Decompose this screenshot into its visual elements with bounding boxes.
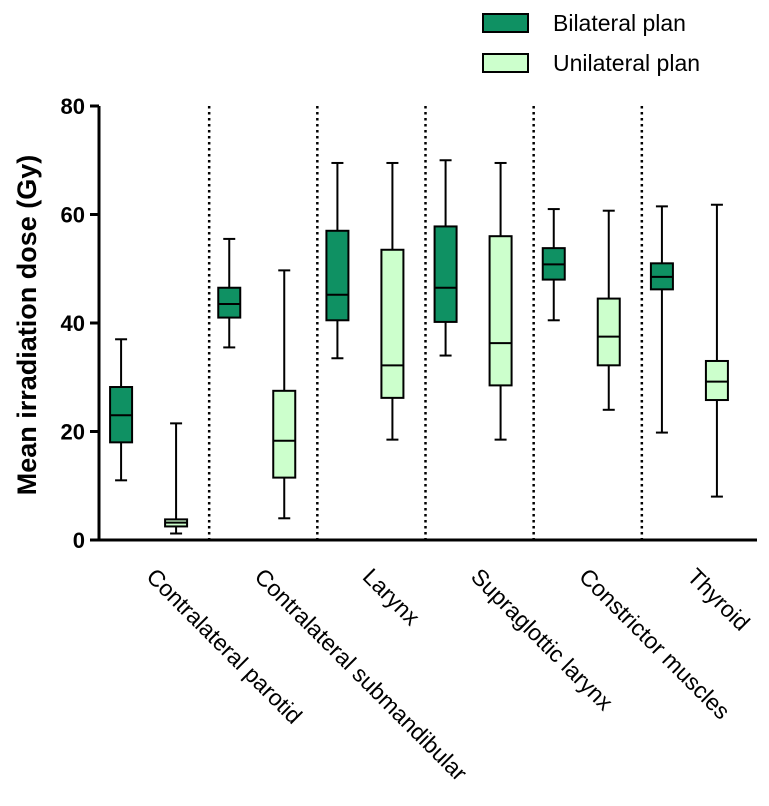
- legend-label: Unilateral plan: [553, 50, 700, 76]
- box-iqr: [272, 389, 297, 479]
- box-iqr: [488, 235, 513, 387]
- box-iqr: [217, 286, 242, 319]
- box-bilateral: [325, 161, 350, 360]
- x-tick-label: Thyroid: [682, 563, 755, 636]
- box-iqr: [704, 359, 729, 402]
- y-axis-label: Mean irradiation dose (Gy): [12, 155, 42, 496]
- box-unilateral: [488, 161, 513, 441]
- legend: Bilateral plan Unilateral plan: [482, 10, 700, 76]
- axes: [97, 106, 757, 542]
- y-tick-label: 20: [61, 420, 85, 445]
- box-unilateral: [596, 209, 621, 411]
- box-series: [109, 159, 729, 535]
- legend-swatch: [482, 13, 529, 33]
- legend-label: Bilateral plan: [553, 10, 686, 36]
- box-unilateral: [380, 161, 405, 441]
- box-iqr: [325, 229, 350, 322]
- y-tick-label: 40: [61, 311, 85, 336]
- y-ticks: 0 20 40 60 80: [61, 94, 99, 553]
- box-bilateral: [541, 208, 566, 322]
- box-unilateral: [164, 422, 189, 535]
- group-separators: [207, 106, 644, 540]
- box-iqr: [433, 225, 458, 323]
- box-bilateral: [433, 159, 458, 357]
- y-tick-label: 0: [73, 528, 85, 553]
- box-unilateral: [704, 203, 729, 498]
- x-tick-label: Contralateral submandibular: [250, 563, 473, 786]
- box-iqr: [596, 297, 621, 367]
- y-tick-label: 60: [61, 203, 85, 228]
- box-iqr: [380, 248, 405, 399]
- x-tick-label: Larynx: [358, 563, 426, 631]
- legend-swatch: [482, 53, 529, 73]
- box-bilateral: [649, 205, 674, 434]
- box-unilateral: [272, 269, 297, 520]
- box-bilateral: [109, 338, 134, 482]
- box-bilateral: [217, 237, 242, 349]
- y-tick-label: 80: [61, 94, 85, 119]
